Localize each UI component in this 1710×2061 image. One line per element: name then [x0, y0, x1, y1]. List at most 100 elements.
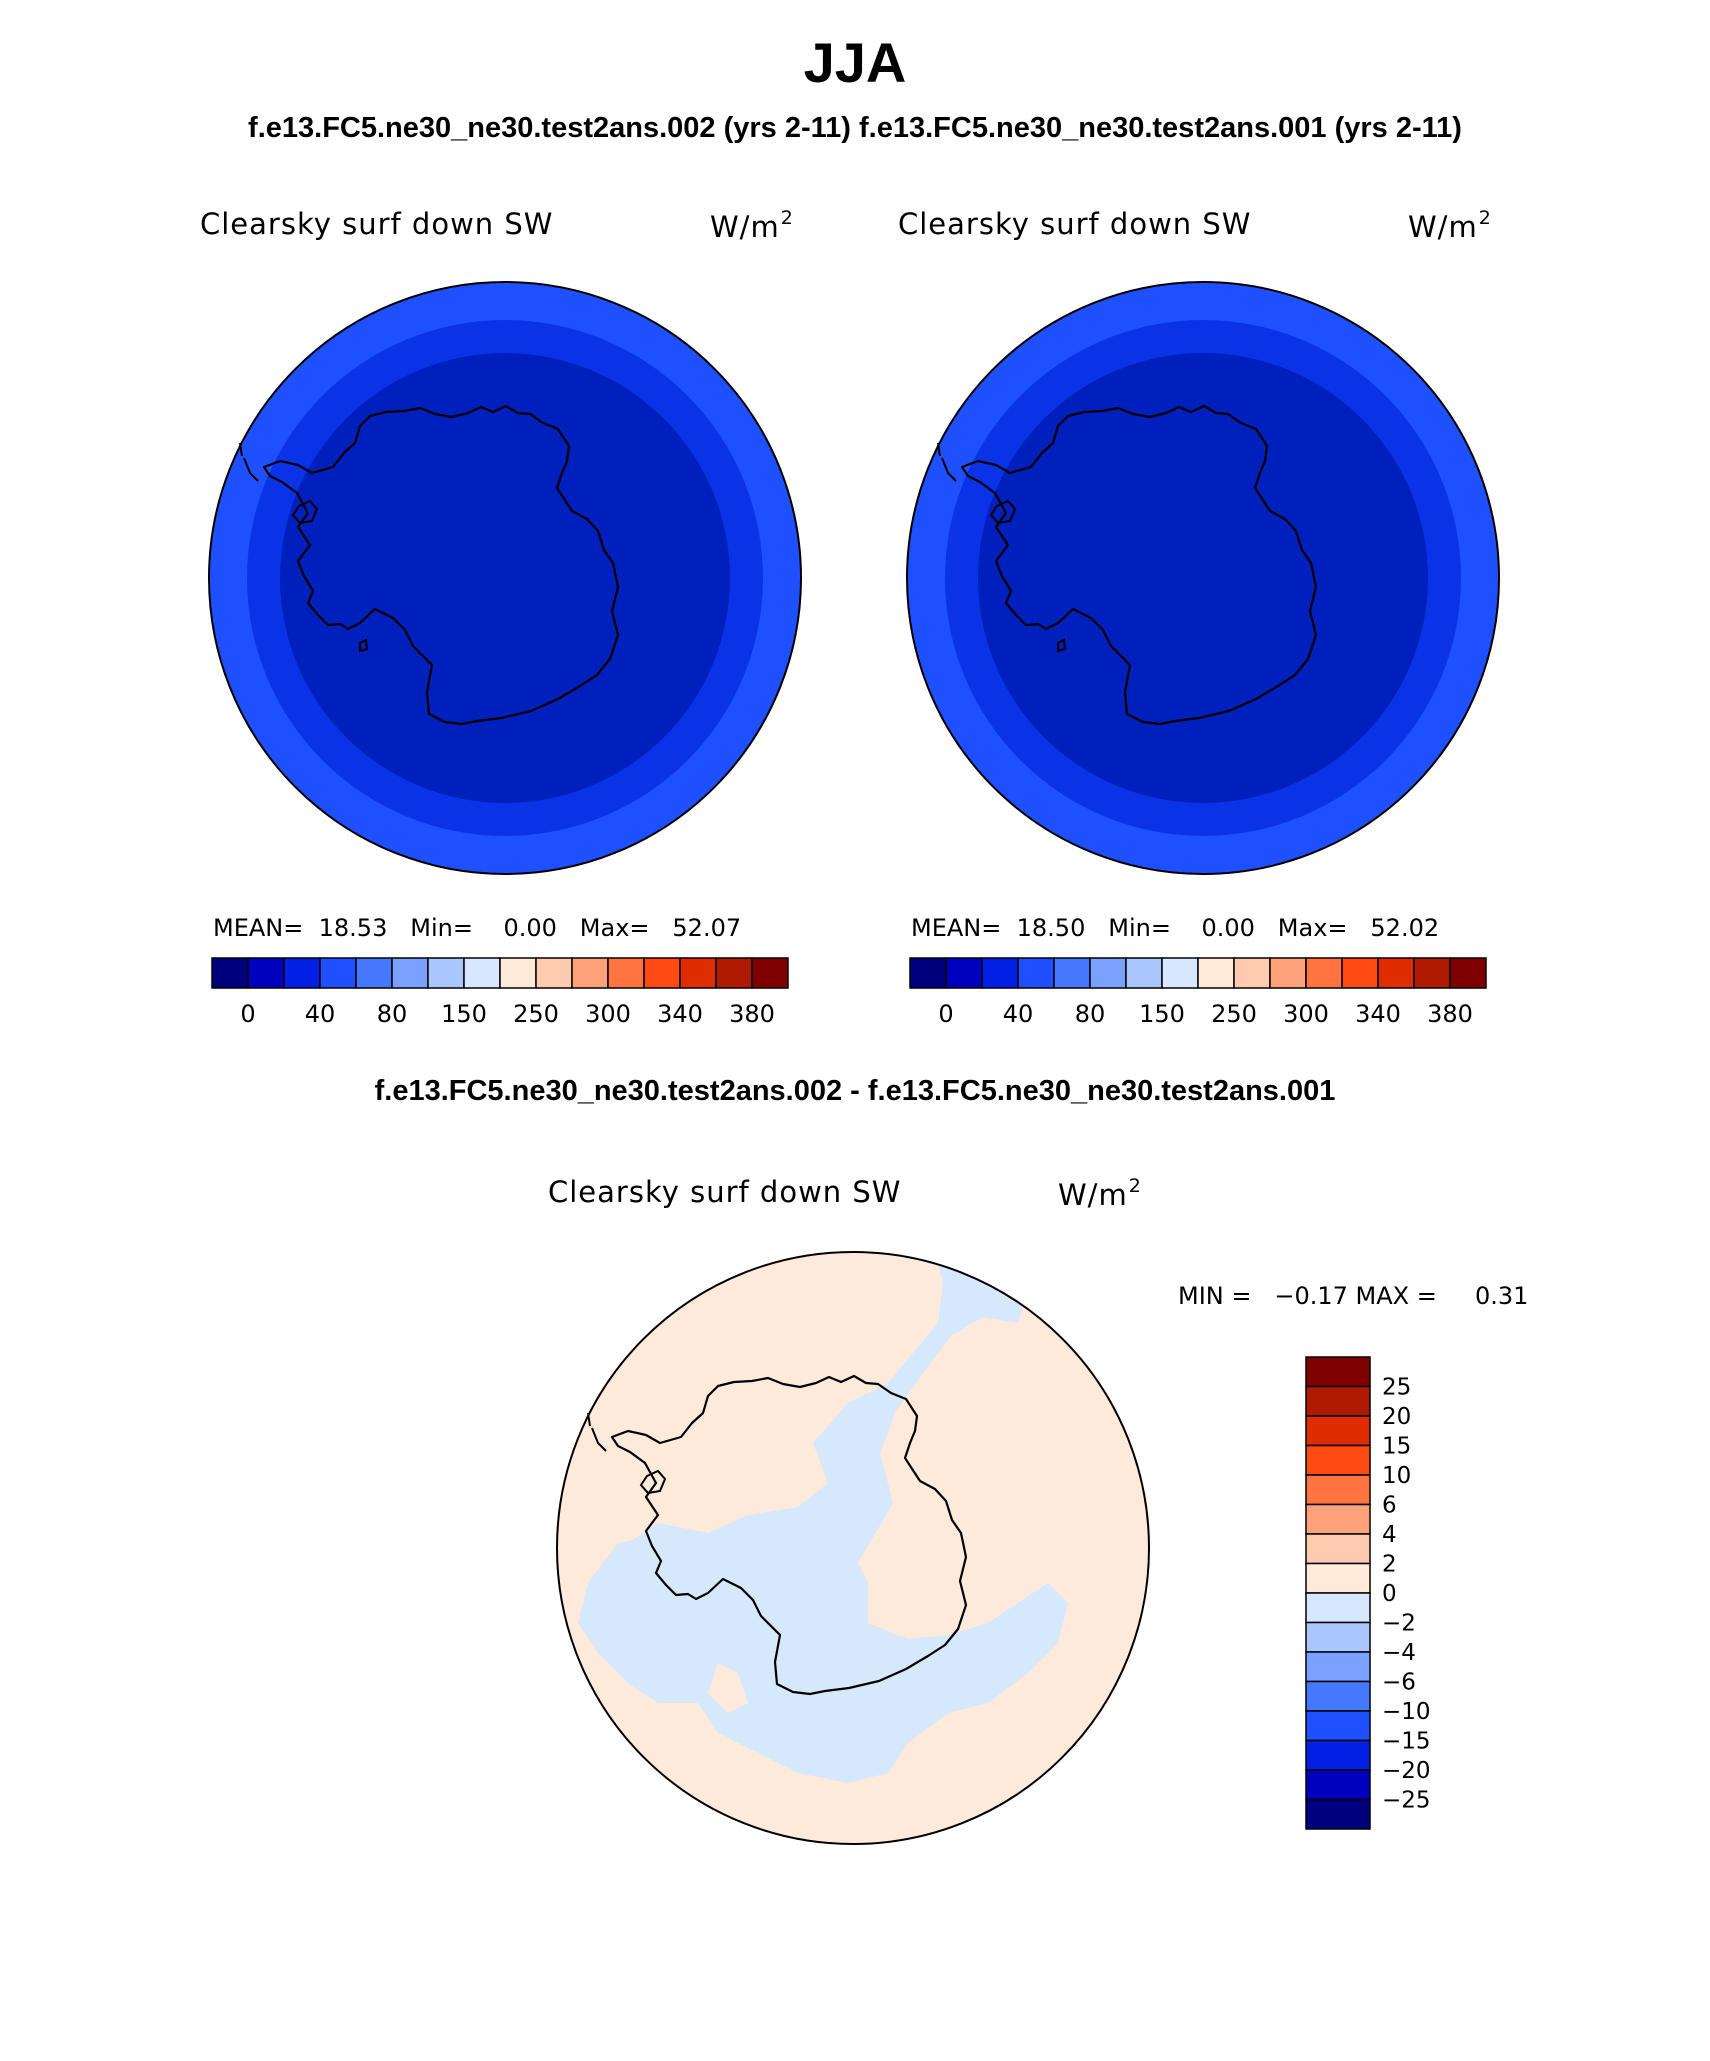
colorbar-box [1305, 1798, 1371, 1830]
colorbar-box [715, 957, 753, 989]
right-map-island [1057, 638, 1067, 653]
colorbar-box [1305, 1621, 1371, 1653]
left-panel-units: W/m2 [710, 207, 794, 244]
colorbar-box [211, 957, 249, 989]
colorbar-tick-label: 380 [1427, 1000, 1473, 1028]
colorbar-tick-label: −15 [1382, 1729, 1431, 1755]
difference-map-coastline [610, 1374, 968, 1696]
colorbar-tick-label: 4 [1382, 1522, 1397, 1548]
difference-title: f.e13.FC5.ne30_ne30.test2ans.002 - f.e13… [374, 1075, 1336, 1107]
right-panel-units: W/m2 [1408, 207, 1492, 244]
colorbar-box [1053, 957, 1091, 989]
colorbar-box [981, 957, 1019, 989]
colorbar-tick-label: −6 [1382, 1670, 1416, 1696]
colorbar-box [1305, 1385, 1371, 1417]
colorbar-box [1305, 1680, 1371, 1712]
difference-minmax: MIN = −0.17 MAX = 0.31 [1178, 1282, 1529, 1310]
colorbar-box [1305, 1769, 1371, 1801]
colorbar-box [1341, 957, 1379, 989]
colorbar-box [247, 957, 285, 989]
colorbar-box [1125, 957, 1163, 989]
colorbar-box [1305, 1503, 1371, 1535]
colorbar-box [1089, 957, 1127, 989]
colorbar-box [391, 957, 429, 989]
colorbar-box [1413, 957, 1451, 989]
right-panel-colorbar: 0 40 80 150 250 300 340 380 [909, 957, 1487, 1028]
colorbar-tick-label: 25 [1382, 1375, 1411, 1401]
colorbar-box [945, 957, 983, 989]
colorbar-box [1449, 957, 1487, 989]
colorbar-box [1377, 957, 1415, 989]
colorbar-tick-label: 15 [1382, 1434, 1411, 1460]
colorbar-tick-label: 80 [1075, 1000, 1106, 1028]
difference-map [556, 1251, 1150, 1845]
colorbar-box [1161, 957, 1199, 989]
figure-subtitle: f.e13.FC5.ne30_ne30.test2ans.002 (yrs 2-… [248, 112, 1462, 144]
left-panel-colorbar: 0 40 80 150 250 300 340 380 [211, 957, 789, 1028]
colorbar-tick-label: 0 [240, 1000, 255, 1028]
colorbar-box [463, 957, 501, 989]
colorbar-tick-label: −25 [1382, 1788, 1431, 1814]
colorbar-tick-label: 0 [1382, 1581, 1397, 1607]
colorbar-tick-label: 300 [1283, 1000, 1329, 1028]
figure-title: JJA [803, 31, 907, 94]
colorbar-tick-label: 250 [1211, 1000, 1257, 1028]
colorbar-tick-label: 80 [377, 1000, 408, 1028]
colorbar-box [319, 957, 357, 989]
colorbar-tick-label: 340 [657, 1000, 703, 1028]
colorbar-box [1305, 957, 1343, 989]
left-map-island [359, 638, 369, 653]
difference-negative-region-west [578, 1533, 1068, 1783]
colorbar-box [427, 957, 465, 989]
colorbar-tick-label: 340 [1355, 1000, 1401, 1028]
left-map-coastline [262, 404, 620, 726]
colorbar-box [1305, 1562, 1371, 1594]
colorbar-tick-label: 10 [1382, 1463, 1411, 1489]
colorbar-box [1269, 957, 1307, 989]
left-panel-variable: Clearsky surf down SW [200, 207, 554, 241]
colorbar-box [1305, 1444, 1371, 1476]
colorbar-box [1197, 957, 1235, 989]
right-panel-stats: MEAN= 18.50 Min= 0.00 Max= 52.02 [911, 914, 1440, 942]
colorbar-tick-label: 300 [585, 1000, 631, 1028]
difference-map-border [556, 1251, 1150, 1845]
colorbar-tick-label: −20 [1382, 1758, 1431, 1784]
colorbar-box [909, 957, 947, 989]
colorbar-box [1305, 1533, 1371, 1565]
colorbar-box [499, 957, 537, 989]
right-map-inner-disk [978, 353, 1428, 803]
difference-positive-patch [708, 1663, 748, 1713]
colorbar-box [679, 957, 717, 989]
colorbar-tick-label: −2 [1382, 1611, 1416, 1637]
colorbar-box [571, 957, 609, 989]
difference-units: W/m2 [1058, 1175, 1142, 1212]
colorbar-tick-label: 40 [305, 1000, 336, 1028]
colorbar-tick-label: 40 [1003, 1000, 1034, 1028]
colorbar-box [1305, 1592, 1371, 1624]
right-panel-variable: Clearsky surf down SW [898, 207, 1252, 241]
left-panel-stats: MEAN= 18.53 Min= 0.00 Max= 52.07 [213, 914, 742, 942]
colorbar-box [1305, 1710, 1371, 1742]
colorbar-box [1305, 1474, 1371, 1506]
colorbar-box [1305, 1739, 1371, 1771]
colorbar-box [1305, 1415, 1371, 1447]
left-panel-map [208, 281, 802, 875]
colorbar-box [283, 957, 321, 989]
colorbar-tick-label: 380 [729, 1000, 775, 1028]
colorbar-tick-label: 2 [1382, 1552, 1397, 1578]
colorbar-box [355, 957, 393, 989]
colorbar-tick-label: 150 [441, 1000, 487, 1028]
colorbar-tick-label: −10 [1382, 1699, 1431, 1725]
colorbar-box [643, 957, 681, 989]
right-map-coastline [960, 404, 1318, 726]
left-map-inner-disk [280, 353, 730, 803]
colorbar-tick-label: 0 [938, 1000, 953, 1028]
right-panel-map [906, 281, 1500, 875]
colorbar-box [1233, 957, 1271, 989]
colorbar-tick-label: 250 [513, 1000, 559, 1028]
colorbar-box [535, 957, 573, 989]
colorbar-tick-label: 150 [1139, 1000, 1185, 1028]
colorbar-box [1305, 1356, 1371, 1388]
colorbar-box [1017, 957, 1055, 989]
